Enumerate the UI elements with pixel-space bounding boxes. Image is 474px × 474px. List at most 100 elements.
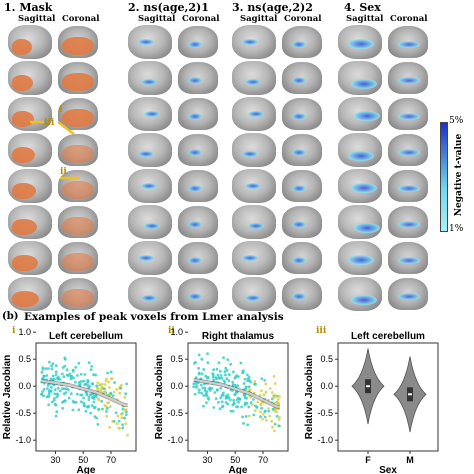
significant-voxel-highlight	[348, 151, 374, 161]
scatter-point	[216, 373, 220, 377]
sagittal-slice	[338, 205, 382, 239]
scatter-point	[224, 373, 227, 377]
scatter-point	[264, 382, 268, 386]
scatter-point	[231, 403, 235, 407]
scatter-point	[89, 393, 92, 397]
significant-voxel-highlight	[242, 255, 258, 261]
scatter-point	[271, 425, 274, 429]
scatter-point	[217, 361, 221, 365]
scatter-point	[123, 396, 127, 399]
scatter-point	[260, 406, 263, 410]
scatter-point	[92, 400, 96, 404]
scatter-point	[79, 380, 83, 383]
y-tick-label: -1.0	[15, 435, 31, 445]
scatter-point	[40, 371, 44, 374]
scatter-point	[243, 377, 247, 381]
scatter-point	[224, 401, 228, 404]
panel-b-label: (b)	[2, 311, 19, 322]
arrow-annotations	[30, 120, 80, 180]
significant-voxel-highlight	[398, 257, 420, 264]
scatter-point	[263, 379, 267, 382]
scatter-point	[54, 364, 58, 367]
scatter-point	[53, 402, 57, 406]
scatter-point	[252, 413, 256, 417]
scatter-point	[247, 405, 251, 409]
scatter-point	[71, 408, 75, 412]
scatter-point	[110, 377, 114, 380]
sagittal-slice	[232, 133, 276, 167]
scatter-point	[272, 396, 275, 400]
scatter-point	[124, 408, 128, 411]
y-axis-label: Relative Jacobian	[154, 355, 165, 439]
scatter-point	[219, 396, 223, 400]
scatter-point	[50, 400, 54, 404]
scatter-point	[54, 370, 58, 374]
scatter-point	[112, 390, 116, 394]
scatter-point	[261, 417, 264, 421]
x-tick-label: M	[406, 455, 414, 465]
scatter-point	[49, 389, 53, 393]
scatter-point	[247, 375, 251, 379]
scatter-point	[116, 414, 120, 418]
scatter-point	[195, 384, 198, 387]
scatter-point	[41, 390, 44, 394]
significant-voxel-highlight	[292, 149, 306, 156]
mask-overlay-coronal	[62, 253, 94, 271]
scatter-point	[259, 415, 262, 419]
significant-voxel-highlight	[138, 39, 154, 45]
scatter-point	[91, 382, 95, 386]
scatter-point	[112, 419, 116, 423]
scatter-point	[74, 365, 78, 369]
mask-overlay-sagittal	[12, 39, 32, 55]
scatter-point	[60, 372, 64, 376]
significant-voxel-highlight	[351, 295, 377, 305]
sagittal-slice	[128, 133, 172, 167]
subtitle-coronal-2: Coronal	[182, 14, 220, 24]
scatter-point	[82, 379, 85, 383]
significant-voxel-highlight	[141, 295, 157, 301]
scatter-point	[193, 392, 197, 396]
scatter-point	[105, 414, 109, 418]
y-tick-label: -0.5	[317, 408, 333, 418]
significant-voxel-highlight	[351, 79, 377, 89]
significant-voxel-highlight	[398, 221, 420, 228]
scatter-point	[125, 382, 129, 386]
scatter-point	[89, 411, 92, 415]
x-axis-label: Age	[77, 465, 96, 474]
scatter-point	[235, 405, 238, 409]
significant-voxel-highlight	[292, 185, 306, 192]
scatter-point	[229, 398, 232, 402]
scatter-point	[76, 374, 79, 377]
scatter-point	[273, 422, 277, 426]
scatter-point	[207, 387, 211, 391]
scatter-point	[204, 374, 208, 378]
scatter-point	[203, 386, 207, 390]
scatter-point	[65, 373, 69, 377]
scatter-point	[220, 376, 224, 380]
scatter-point	[202, 404, 205, 408]
scatter-point	[108, 386, 111, 389]
scatter-point	[267, 407, 270, 410]
y-tick-label: 0.0	[170, 381, 183, 391]
scatter-point	[79, 372, 83, 376]
scatter-point	[49, 377, 53, 381]
y-axis-label: Relative Jacobian	[2, 355, 13, 439]
scatter-point	[40, 393, 44, 396]
scatter-point	[226, 396, 230, 399]
scatter-point	[95, 416, 98, 420]
scatter-point	[231, 380, 235, 384]
scatter-point	[246, 373, 249, 377]
significant-voxel-highlight	[188, 77, 202, 84]
scatter-point	[53, 388, 57, 391]
scatter-point	[104, 379, 108, 383]
violin-median	[408, 393, 412, 396]
scatter-point	[272, 375, 276, 378]
scatter-point	[63, 357, 67, 361]
subtitle-coronal-3: Coronal	[284, 14, 322, 24]
scatter-point	[247, 385, 251, 389]
scatter-point	[103, 390, 107, 394]
subtitle-sagittal-3: Sagittal	[240, 14, 278, 24]
scatter-point	[77, 408, 81, 412]
scatter-point	[205, 393, 209, 397]
fit-line	[193, 378, 280, 408]
